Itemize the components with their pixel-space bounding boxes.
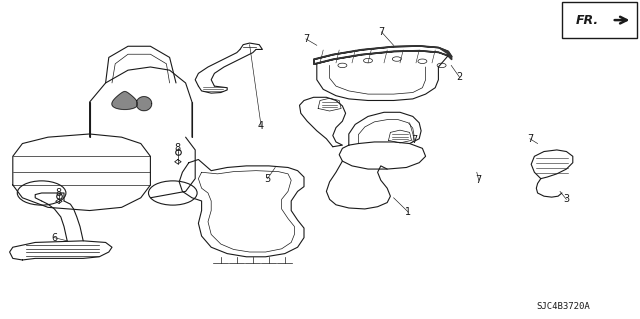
Text: 7: 7 xyxy=(412,135,418,145)
Text: 4: 4 xyxy=(258,121,264,131)
Text: 7: 7 xyxy=(476,175,482,185)
Text: 7: 7 xyxy=(378,27,385,37)
Text: 5: 5 xyxy=(264,174,271,184)
Text: SJC4B3720A: SJC4B3720A xyxy=(536,302,590,311)
Polygon shape xyxy=(112,92,138,109)
Text: 8: 8 xyxy=(56,188,62,198)
Text: 7: 7 xyxy=(527,134,533,144)
Polygon shape xyxy=(136,97,152,111)
Text: 1: 1 xyxy=(405,207,412,217)
Text: 6: 6 xyxy=(51,233,58,243)
Text: 8: 8 xyxy=(175,143,181,153)
Text: FR.: FR. xyxy=(576,14,599,26)
Text: 2: 2 xyxy=(456,72,463,82)
Text: 3: 3 xyxy=(563,194,570,204)
Text: 7: 7 xyxy=(303,34,309,44)
